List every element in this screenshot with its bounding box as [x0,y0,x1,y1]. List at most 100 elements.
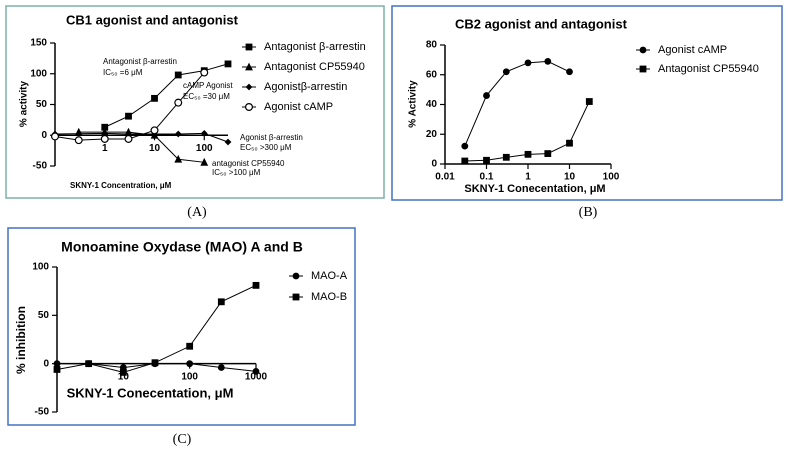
x-axis-label: SKNY-1 Concentration, μM [70,181,172,190]
caption: (B) [579,205,598,220]
panel-frame [5,5,385,199]
marker [252,281,260,289]
x-tick-label: 10 [118,371,130,382]
legend-label: MAO-A [311,270,348,282]
marker [200,157,209,166]
x-tick-label: 10 [149,143,161,154]
marker [74,136,83,145]
marker [124,134,133,143]
y-tick-label: -50 [33,161,48,172]
marker [483,156,490,164]
marker [639,46,647,54]
marker [483,92,490,99]
marker [292,272,300,280]
marker [186,342,194,350]
legend-label: Antagonist β-arrestin [264,41,366,53]
legend-label: Antagonist CP55940 [658,63,759,75]
chart-title: CB2 agonist and antagonist [455,16,628,31]
x-tick-label: 100 [181,371,198,382]
marker [150,126,159,135]
marker [585,98,593,105]
x-tick-label: 1 [102,143,108,154]
panel-frame [391,5,783,201]
marker [245,102,254,111]
marker [217,364,225,371]
x-axis-label: SKNY-1 Conecentation, μM [67,385,234,400]
marker [125,112,132,120]
marker [544,150,552,157]
series-line [464,60,570,147]
y-tick-label: -50 [35,407,50,418]
y-tick-label: 50 [38,310,50,321]
marker [174,130,182,138]
marker [50,132,59,141]
y-axis-label: % activity [19,80,30,127]
x-tick-label: 1 [525,172,531,183]
caption: (C) [173,432,192,447]
marker [544,57,552,65]
x-axis-label: SKNY-1 Conecentation, μM [464,183,605,195]
x-tick-label: 100 [603,172,620,183]
x-tick-label: 1000 [245,371,268,382]
marker [217,298,225,306]
marker [461,157,469,165]
y-tick-label: 60 [426,69,438,80]
marker [151,94,158,102]
annotation: cAMP Agonist [183,81,233,90]
marker [101,123,109,131]
annotation: Antagonist β-arrestin [103,57,177,66]
marker [502,68,510,76]
marker [174,98,183,107]
y-tick-label: 0 [431,159,437,170]
marker [566,139,573,147]
legend-label: Agonistβ-arrestin [264,81,347,93]
marker [502,153,510,161]
y-tick-label: 150 [30,38,47,49]
marker [245,62,253,71]
y-tick-label: 100 [32,262,49,273]
marker [245,83,253,91]
y-tick-label: 40 [426,99,438,110]
annotation: IC₅₀ =6 μM [103,68,143,77]
annotation: IC₅₀ >100 μM [212,168,261,177]
marker [252,368,260,375]
y-tick-label: 50 [36,99,48,110]
marker [292,293,300,301]
x-tick-label: 0.1 [480,172,494,183]
legend-label: Antagonist CP55940 [264,61,365,73]
marker [200,130,208,137]
x-tick-label: 10 [564,172,576,183]
marker [461,142,469,150]
y-axis-label: % Activity [408,80,419,128]
y-tick-label: 0 [41,130,47,141]
annotation: Agonist β-arrestin [240,133,303,142]
marker [224,60,232,68]
legend-label: Agonist cAMP [264,101,333,113]
annotation: EC₅₀ =30 μM [183,92,230,101]
marker [174,154,183,163]
marker [639,65,647,73]
series-line [78,131,205,163]
y-tick-label: 80 [426,40,438,51]
marker [151,359,159,367]
series-line [54,72,205,141]
annotation: EC₅₀ >300 μM [240,143,292,152]
marker [200,68,209,77]
marker [186,360,194,368]
marker [53,360,61,368]
y-tick-label: 0 [43,358,49,369]
chart-title: CB1 agonist and antagonist [66,12,239,27]
annotation: antagonist CP55940 [212,159,285,168]
marker [53,366,61,373]
series-line [104,63,229,128]
marker [101,130,109,137]
y-axis-label: % inhibition [14,306,28,374]
marker [524,59,532,67]
marker [524,150,532,158]
x-tick-label: 0.01 [435,172,455,183]
marker [174,71,182,79]
y-tick-label: 20 [426,129,438,140]
legend-label: MAO-B [311,291,347,303]
panel-frame [7,227,356,426]
